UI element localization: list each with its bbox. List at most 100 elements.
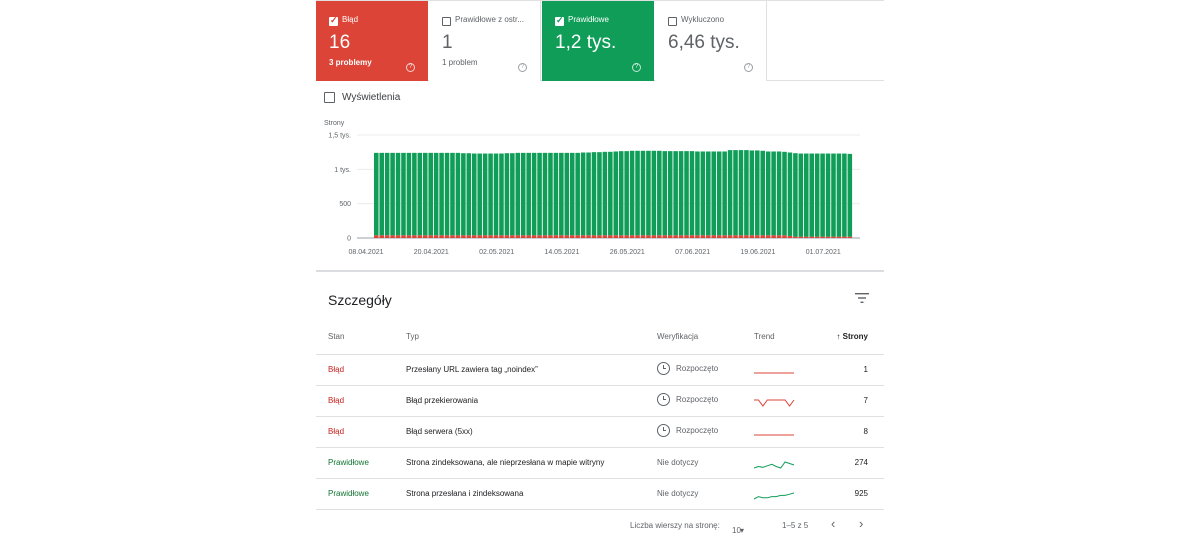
table-row[interactable]: Błąd Przesłany URL zawiera tag „noindex” R… [316, 355, 884, 386]
bar-valid [635, 150, 640, 236]
bar-error [482, 235, 488, 238]
bar-valid [461, 153, 466, 236]
card-excluded[interactable]: Wykluczono 6,46 tys. ? [655, 1, 767, 81]
bar-valid [673, 151, 678, 236]
bar-error [640, 235, 646, 238]
help-icon[interactable]: ? [632, 63, 641, 72]
table-row[interactable]: Prawidłowe Strona przesłana i zindeksowan… [316, 479, 884, 510]
bar-error [716, 235, 722, 238]
bar-error [471, 235, 477, 238]
col-pages[interactable]: ↑ Strony [836, 332, 868, 341]
card-label: Błąd [342, 15, 359, 24]
trend-sparkline [754, 372, 794, 374]
bar-error [433, 235, 439, 238]
bar-error [569, 235, 575, 238]
col-validation[interactable]: Weryfikacja [657, 332, 699, 341]
checkbox[interactable] [324, 92, 335, 103]
row-pages: 7 [863, 396, 868, 405]
bar-error [548, 235, 553, 238]
bar-error [847, 236, 853, 238]
bar-valid [395, 152, 401, 236]
bar-error [798, 236, 804, 238]
bar-valid [428, 152, 433, 236]
bar-error [412, 235, 417, 238]
card-valid[interactable]: ✓ Prawidłowe 1,2 tys. ? [542, 1, 654, 81]
pages-chart: Strony 0 500 1 tys. 1,5 tys. 08.04.2021 20.04.… [324, 120, 860, 256]
bar-valid [515, 152, 521, 236]
bar-valid [608, 151, 613, 236]
bar-error [695, 235, 700, 238]
trend-sparkline [753, 461, 795, 469]
help-icon[interactable]: ? [518, 63, 527, 72]
bar-error [401, 235, 406, 238]
y-axis-title: Strony [324, 120, 345, 127]
filter-icon[interactable] [855, 292, 869, 304]
bar-error [657, 235, 662, 238]
bar-error [787, 235, 793, 238]
impressions-toggle[interactable]: Wyświetlenia [324, 92, 400, 103]
bar-error [417, 235, 423, 238]
card-warning[interactable]: Prawidłowe z ostr... 1 1 problem ? [429, 1, 541, 81]
bar-valid [401, 152, 406, 236]
next-page-icon[interactable]: › [859, 516, 864, 531]
card-error[interactable]: ✓ Błąd 16 3 problemy ? [316, 1, 428, 81]
bar-valid [553, 152, 559, 236]
help-icon[interactable]: ? [406, 63, 415, 72]
bar-valid [765, 151, 771, 236]
row-status: Błąd [328, 427, 345, 436]
bar-error [422, 235, 428, 238]
bar-valid [613, 151, 619, 236]
bar-valid [586, 152, 591, 236]
bar-error [613, 235, 619, 238]
validation-text: Rozpoczęto [676, 395, 719, 404]
checkbox[interactable] [668, 17, 677, 26]
col-status[interactable]: Stan [328, 332, 345, 341]
bar-error [809, 236, 814, 238]
bar-valid [755, 150, 760, 236]
bar-valid [727, 150, 733, 236]
bar-valid [591, 152, 597, 236]
bar-valid [771, 151, 776, 236]
bar-error [586, 235, 591, 238]
clock-icon [657, 393, 670, 406]
bar-valid [744, 150, 749, 236]
bar-error [684, 235, 689, 238]
bar-valid [537, 152, 542, 236]
prev-page-icon[interactable]: ‹ [831, 516, 836, 531]
bar-valid [559, 152, 564, 236]
table-row[interactable]: Błąd Błąd serwera (5xx) Rozpoczęto 8 [316, 417, 884, 448]
bar-valid [716, 151, 722, 236]
bar-valid [450, 152, 455, 236]
bar-error [602, 235, 608, 238]
bar-valid [499, 153, 504, 236]
bar-error [395, 235, 401, 238]
bar-error [379, 235, 384, 238]
bar-error [700, 235, 706, 238]
checkbox[interactable]: ✓ [329, 15, 338, 26]
bar-valid [793, 153, 798, 237]
bar-error [722, 235, 727, 238]
col-type[interactable]: Typ [406, 332, 419, 341]
card-sub: 3 problemy [329, 58, 372, 67]
checkbox[interactable]: ✓ [555, 15, 564, 26]
table-row[interactable]: Błąd Błąd przekierowania Rozpoczęto 7 [316, 386, 884, 417]
bar-error [651, 235, 657, 238]
x-tick-label: 26.05.2021 [610, 249, 645, 256]
bar-valid [689, 151, 695, 236]
bar-valid [569, 152, 575, 236]
bar-valid [618, 151, 624, 236]
bar-error [564, 235, 570, 238]
card-label: Prawidłowe z ostr... [455, 15, 524, 24]
bar-valid [526, 152, 531, 236]
bar-valid [493, 153, 499, 236]
card-value: 1,2 tys. [555, 32, 617, 53]
bar-error [488, 235, 493, 238]
bar-error [689, 235, 695, 238]
row-type: Strona zindeksowana, ale nieprzesłana w … [406, 458, 605, 467]
checkbox[interactable] [442, 17, 451, 26]
bar-error [559, 235, 564, 238]
bar-error [744, 235, 749, 238]
bar-error [493, 235, 499, 238]
help-icon[interactable]: ? [744, 63, 753, 72]
table-row[interactable]: Prawidłowe Strona zindeksowana, ale niepr… [316, 448, 884, 479]
